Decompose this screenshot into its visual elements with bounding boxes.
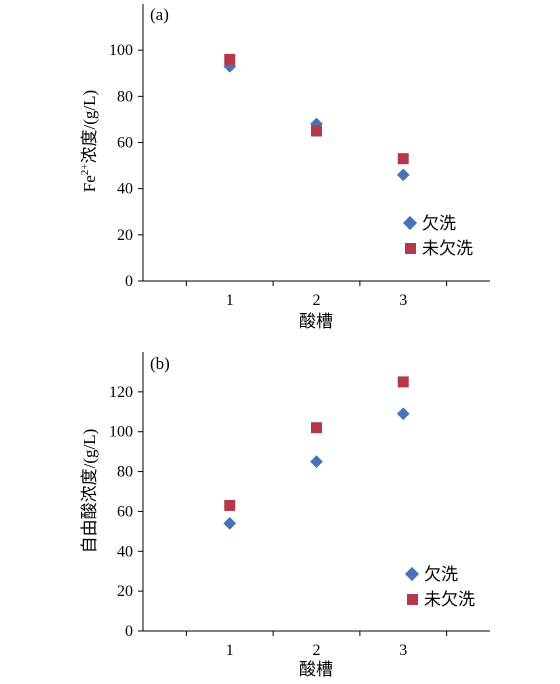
panel-b: (b) 0 20 40 60 80 100 120 1 2 3 酸槽 自由酸浓度/(g/L) 欠… <box>80 352 490 679</box>
x-tick-label: 1 <box>226 642 234 659</box>
y-tick-label: 80 <box>117 88 133 105</box>
panel-a-y-axis-label: Fe2+浓度/(g/L) <box>79 90 99 192</box>
y-tick-label: 60 <box>117 503 133 520</box>
panel-b-y-ticks: 0 20 40 60 80 100 120 <box>109 384 143 640</box>
panel-a-y-label-rest: 浓度/(g/L) <box>80 90 99 164</box>
panel-b-x-ticks: 1 2 3 <box>185 631 448 659</box>
y-tick-label: 20 <box>117 227 133 244</box>
panel-a-legend-label-2: 未欠洗 <box>422 239 473 258</box>
diamond-point <box>310 455 323 468</box>
square-point <box>311 422 322 434</box>
panel-a-y-label-sup: 2+ <box>79 163 91 175</box>
y-tick-label: 100 <box>109 424 133 441</box>
panel-b-legend-label-2: 未欠洗 <box>424 590 475 609</box>
square-point <box>397 376 409 388</box>
x-tick-label: 2 <box>313 292 321 309</box>
panel-a-legend: 欠洗 未欠洗 <box>402 214 473 258</box>
y-tick-label: 20 <box>117 583 133 600</box>
y-tick-label: 100 <box>109 42 133 59</box>
x-tick-label: 3 <box>399 292 407 309</box>
panel-a-label: (a) <box>150 5 169 24</box>
x-tick-label: 1 <box>226 292 234 309</box>
diamond-point <box>396 407 410 421</box>
panel-a-x-ticks: 1 2 3 <box>185 281 448 309</box>
diamond-point <box>396 168 410 182</box>
panel-b-points <box>223 376 410 530</box>
panel-b-legend-diamond-marker <box>404 566 420 582</box>
panel-a-y-ticks: 0 20 40 60 80 100 <box>109 42 143 290</box>
diamond-point <box>223 517 237 530</box>
panel-b-legend-label-1: 欠洗 <box>424 565 458 584</box>
square-point <box>311 125 322 137</box>
x-tick-label: 2 <box>313 642 321 659</box>
panel-a-points <box>223 53 410 182</box>
panel-b-y-axis-label: 自由酸浓度/(g/L) <box>80 429 99 554</box>
panel-a-x-axis-label: 酸槽 <box>299 312 333 331</box>
square-point <box>224 53 236 65</box>
y-tick-label: 40 <box>117 543 133 560</box>
y-tick-label: 80 <box>117 464 133 481</box>
panel-a-legend-square-marker <box>405 243 416 254</box>
x-tick-label: 3 <box>399 642 407 659</box>
panel-b-label: (b) <box>150 354 170 373</box>
panel-b-axes <box>142 352 490 632</box>
square-point <box>397 153 409 165</box>
panel-b-x-axis-label: 酸槽 <box>299 660 333 679</box>
y-tick-label: 40 <box>117 181 133 198</box>
panel-b-legend-square-marker <box>407 594 418 605</box>
panel-b-legend: 欠洗 未欠洗 <box>404 565 475 609</box>
square-point <box>224 499 236 511</box>
y-tick-label: 60 <box>117 135 133 152</box>
y-tick-label: 0 <box>125 273 133 290</box>
y-tick-label: 0 <box>125 623 133 640</box>
panel-a-y-label-main: Fe <box>80 175 99 192</box>
panel-a-legend-label-1: 欠洗 <box>422 214 456 233</box>
panel-a-legend-diamond-marker <box>402 215 418 231</box>
y-tick-label: 120 <box>109 384 133 401</box>
panel-a: (a) 0 20 40 60 80 100 1 2 3 酸槽 Fe2+浓度/(g/L) 欠洗 … <box>79 4 490 331</box>
